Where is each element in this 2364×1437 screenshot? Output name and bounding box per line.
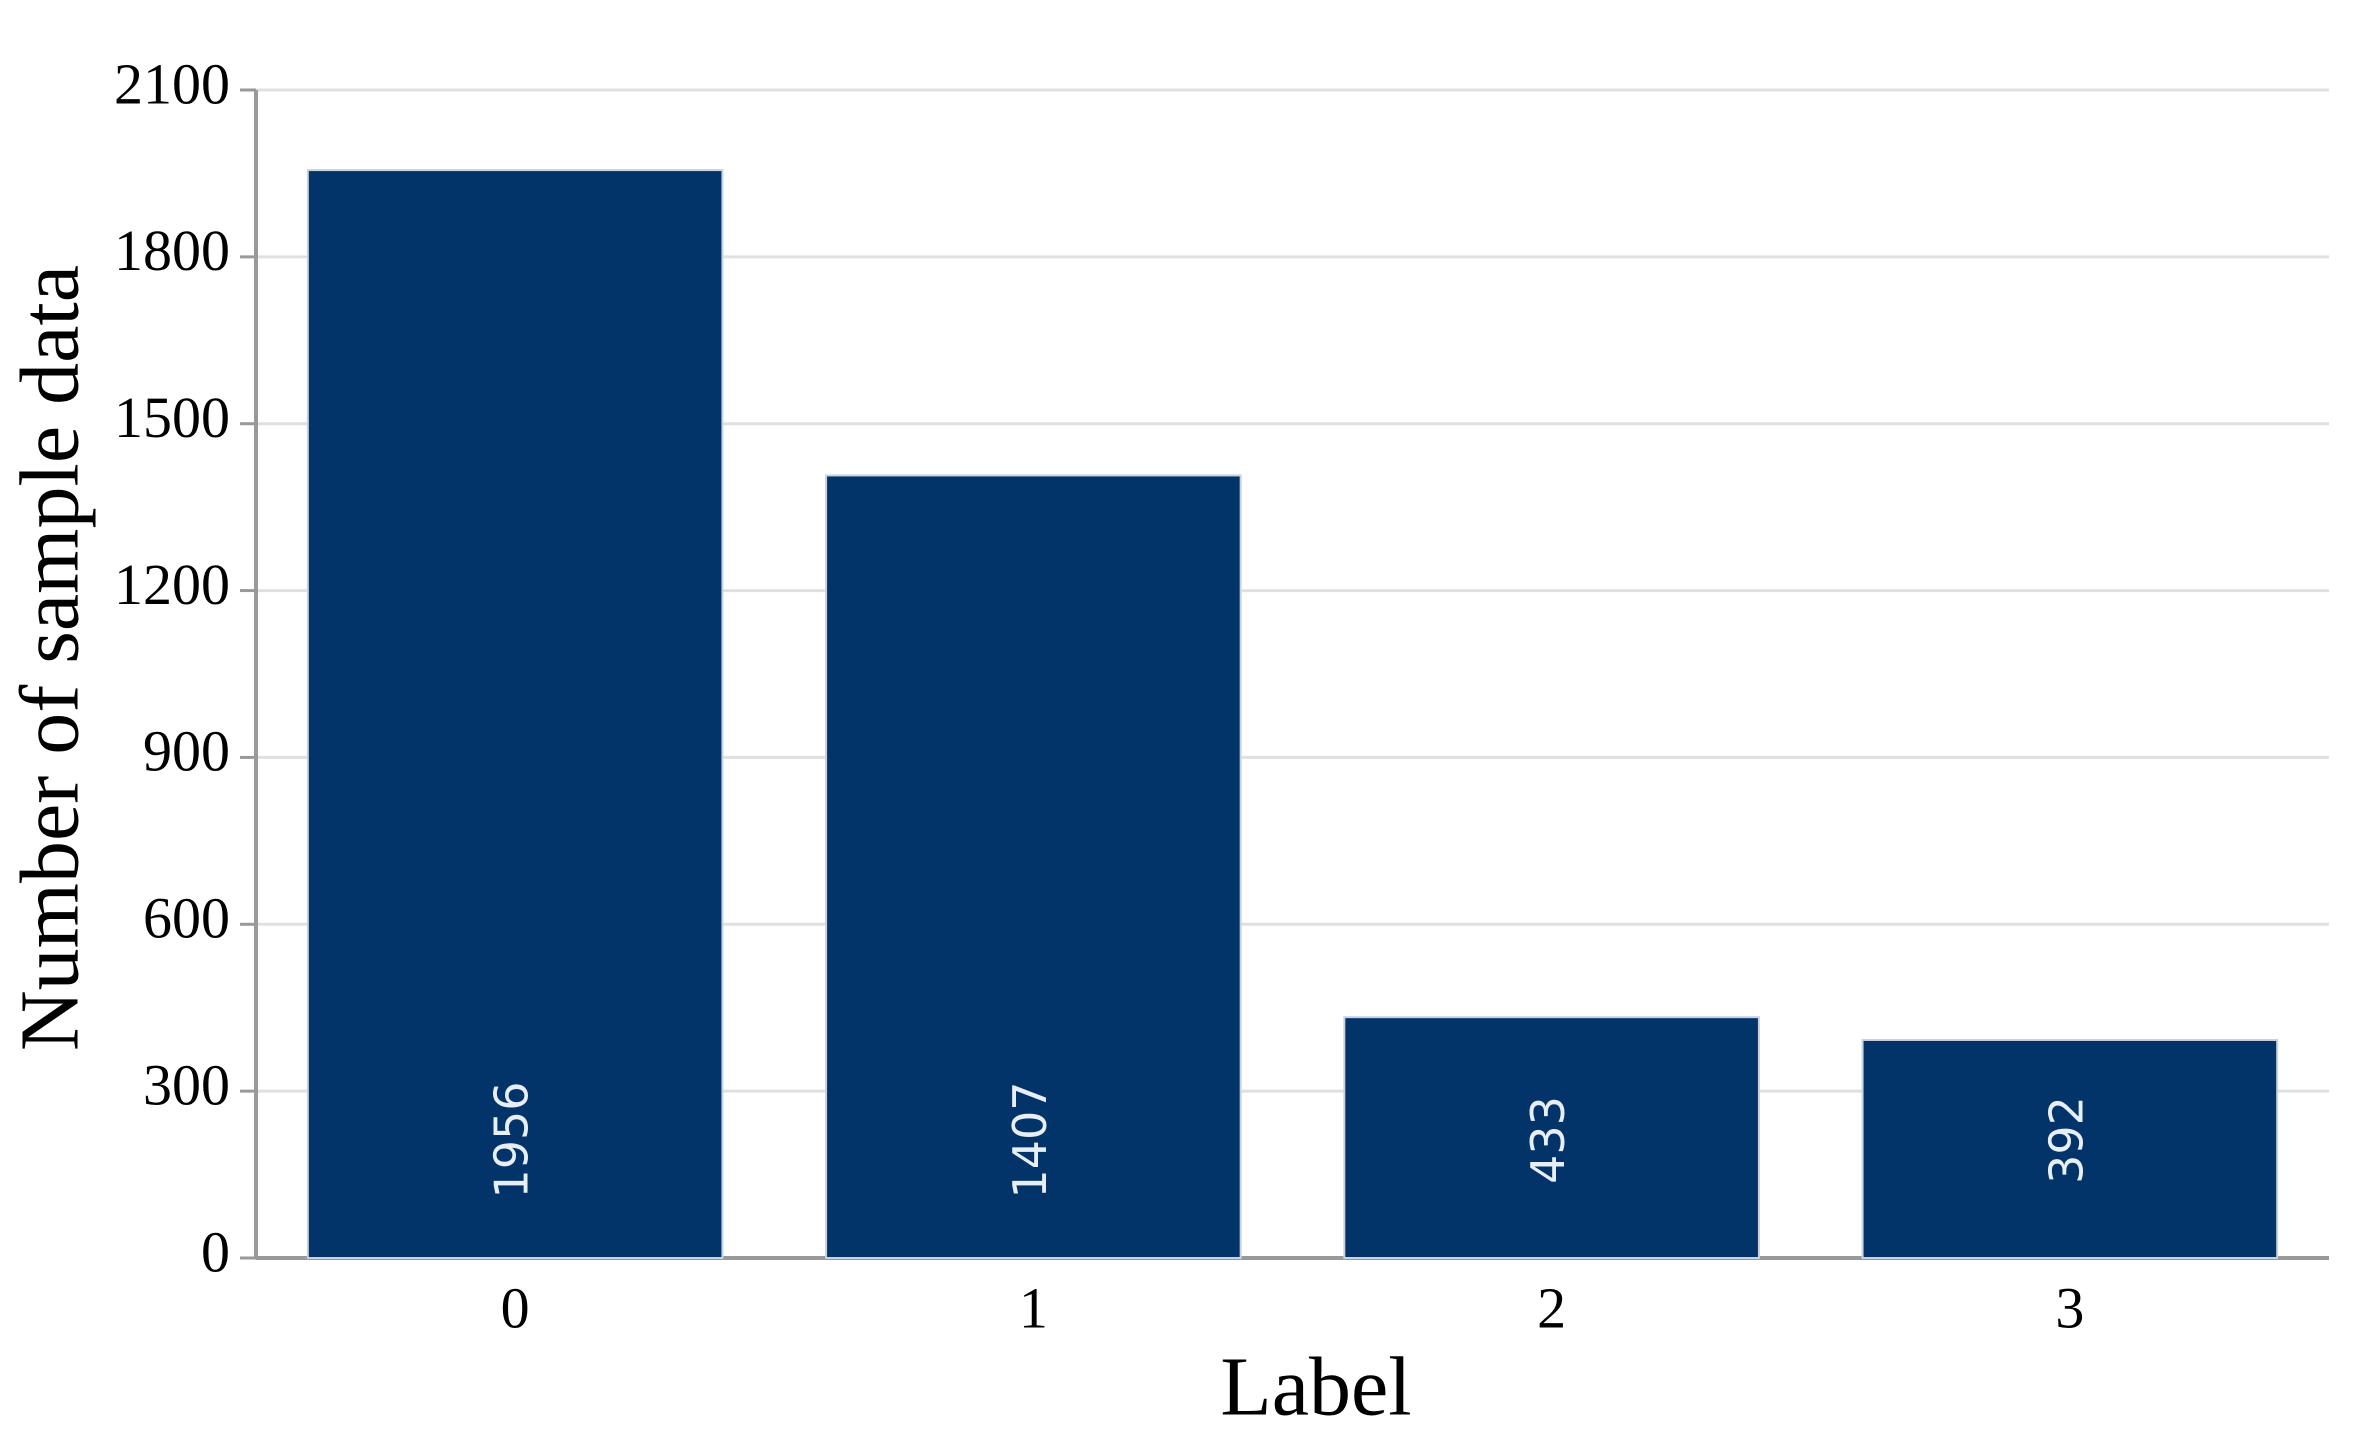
bar: [306, 169, 724, 1259]
x-axis-label: Label: [1220, 1340, 1411, 1433]
y-axis-label: Number of sample data: [3, 265, 96, 1051]
value-label: 1407: [1003, 1081, 1057, 1198]
bar: [1861, 1038, 2279, 1260]
x-tick-label: 3: [2055, 1275, 2084, 1340]
x-tick-label: 2: [1537, 1275, 1566, 1340]
bar: [1343, 1016, 1760, 1259]
value-label: 392: [2039, 1096, 2093, 1184]
y-tick-label: 2100: [114, 51, 230, 116]
y-tick-label: 1200: [114, 552, 230, 617]
x-tick-label: 0: [501, 1275, 530, 1340]
y-tick-label: 900: [143, 719, 230, 784]
y-tick-label: 1800: [114, 218, 230, 283]
bar: [825, 474, 1242, 1259]
y-tick-label: 600: [143, 886, 230, 951]
value-label: 1956: [485, 1081, 539, 1198]
value-label: 433: [1521, 1096, 1575, 1184]
x-tick-label: 1: [1019, 1275, 1048, 1340]
y-tick-label: 0: [201, 1219, 230, 1284]
y-tick-label: 300: [143, 1052, 230, 1117]
y-tick-label: 1500: [114, 385, 230, 450]
